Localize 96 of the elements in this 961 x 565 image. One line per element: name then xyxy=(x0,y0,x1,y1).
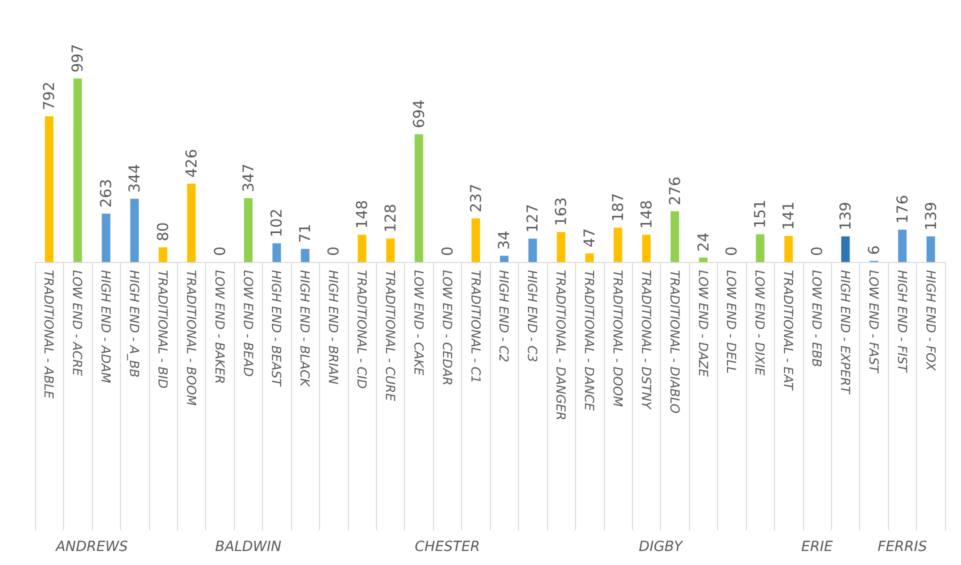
data-label: 0 xyxy=(722,246,741,256)
x-tick-label: LOW END - BEAD xyxy=(240,270,256,378)
data-label: 344 xyxy=(126,164,144,193)
x-tick-label: LOW END - FAST xyxy=(866,270,882,374)
bar xyxy=(585,253,594,262)
x-tick-label: LOW END - DIXIE xyxy=(752,270,768,376)
text: CHESTER xyxy=(414,539,480,555)
bar xyxy=(358,234,366,262)
x-tick-label: TRADITIONAL - CURE xyxy=(382,270,398,402)
bar xyxy=(187,184,196,262)
data-label: 237 xyxy=(466,184,485,212)
x-tick-label: LOW END - CEDAR xyxy=(440,270,455,386)
data-label: 71 xyxy=(296,224,314,243)
bar xyxy=(898,230,907,262)
x-tick-label: HIGH END - BLACK xyxy=(298,270,313,388)
x-tick-label: HIGH END - FOX xyxy=(923,270,938,372)
bar xyxy=(556,232,566,262)
x-tick-label: TRADITIONAL - DANGER xyxy=(554,270,569,420)
x-tick-label: HIGH END - EXPERT xyxy=(838,270,853,396)
bar xyxy=(500,256,508,262)
data-label: 6 xyxy=(864,245,883,255)
bar xyxy=(614,228,622,262)
data-label: 127 xyxy=(524,204,542,233)
bar xyxy=(300,248,310,262)
bar xyxy=(926,236,936,262)
bar xyxy=(699,258,708,262)
x-tick-label: TRADITIONAL - DIABLO xyxy=(667,270,682,414)
data-label: 148 xyxy=(637,200,656,229)
x-tick-label: TRADITIONAL - CID xyxy=(354,270,370,390)
bar xyxy=(841,236,850,262)
bar xyxy=(272,243,281,262)
data-label: 141 xyxy=(780,201,798,230)
bar xyxy=(158,247,168,262)
data-label: 24 xyxy=(694,232,712,252)
x-tick-label: HIGH END - BEAST xyxy=(269,270,284,388)
data-label: 187 xyxy=(608,192,627,222)
data-label: 0 xyxy=(210,246,229,256)
data-label: 34 xyxy=(495,230,514,250)
data-label: 0 xyxy=(324,246,343,256)
x-tick-label: TRADITIONAL - DANCE xyxy=(582,270,598,411)
x-tick-label: TRADITIONAL - BID xyxy=(155,270,170,389)
bar xyxy=(130,198,139,262)
bar xyxy=(472,218,480,262)
x-tick-label: TRADITIONAL - C1 xyxy=(468,270,484,384)
text: DIGBY xyxy=(638,539,684,555)
data-label: 163 xyxy=(552,197,570,226)
text: FERRIS xyxy=(878,539,928,555)
bar xyxy=(784,236,793,262)
data-label: 151 xyxy=(751,200,770,228)
data-label: 47 xyxy=(580,228,599,248)
bar xyxy=(414,134,424,262)
text: ERIE xyxy=(801,539,833,555)
bar xyxy=(670,211,680,262)
data-label: 176 xyxy=(893,194,912,224)
data-label: 276 xyxy=(666,176,684,206)
x-tick-label: HIGH END - FIST xyxy=(894,270,910,374)
x-tick-label: LOW END - BAKER xyxy=(212,270,228,384)
x-tick-label: LOW END - EBB xyxy=(810,270,825,368)
data-label: 263 xyxy=(97,178,116,208)
data-label: 347 xyxy=(239,164,258,192)
data-label: 694 xyxy=(410,100,428,128)
bar xyxy=(386,238,395,262)
x-tick-label: LOW END - DELL xyxy=(724,270,740,374)
x-tick-label: TRADITIONAL - DOOM xyxy=(610,270,626,407)
x-tick-label: TRADITIONAL - BOOM xyxy=(184,270,199,406)
bar xyxy=(73,78,82,262)
x-tick-label: HIGH END - ADAM xyxy=(98,270,114,384)
data-label: 0 xyxy=(808,246,826,256)
bar xyxy=(44,116,54,262)
bar xyxy=(528,238,537,262)
text: BALDWIN xyxy=(215,539,282,555)
data-label: 0 xyxy=(438,246,456,256)
text: ANDREWS xyxy=(54,539,128,555)
data-label: 426 xyxy=(182,148,200,178)
bar xyxy=(642,234,651,262)
x-tick-label: LOW END - DAZE xyxy=(696,270,711,377)
data-label: 80 xyxy=(154,222,172,242)
x-tick-label: LOW END - ACRE xyxy=(70,270,86,376)
x-tick-label: HIGH END - BRIAN xyxy=(326,270,342,385)
data-label: 148 xyxy=(353,200,372,229)
x-tick-label: TRADITIONAL - DSTNY xyxy=(638,270,654,410)
data-label: 139 xyxy=(836,202,854,230)
data-label: 128 xyxy=(381,204,400,232)
x-tick-label: TRADITIONAL - EAT xyxy=(781,270,796,392)
data-label: 997 xyxy=(68,44,87,73)
bar xyxy=(102,214,110,262)
x-tick-label: HIGH END - C2 xyxy=(496,270,512,362)
data-label: 102 xyxy=(268,208,286,238)
x-tick-label: TRADITIONAL - ABLE xyxy=(42,270,57,399)
x-tick-label: HIGH END - A_BB xyxy=(127,270,142,378)
data-label: 792 xyxy=(40,82,58,110)
bar xyxy=(756,234,764,262)
bar xyxy=(244,198,253,262)
data-label: 139 xyxy=(922,202,940,230)
x-tick-label: LOW END - CAKE xyxy=(411,270,426,376)
x-tick-label: HIGH END - C3 xyxy=(525,270,540,362)
